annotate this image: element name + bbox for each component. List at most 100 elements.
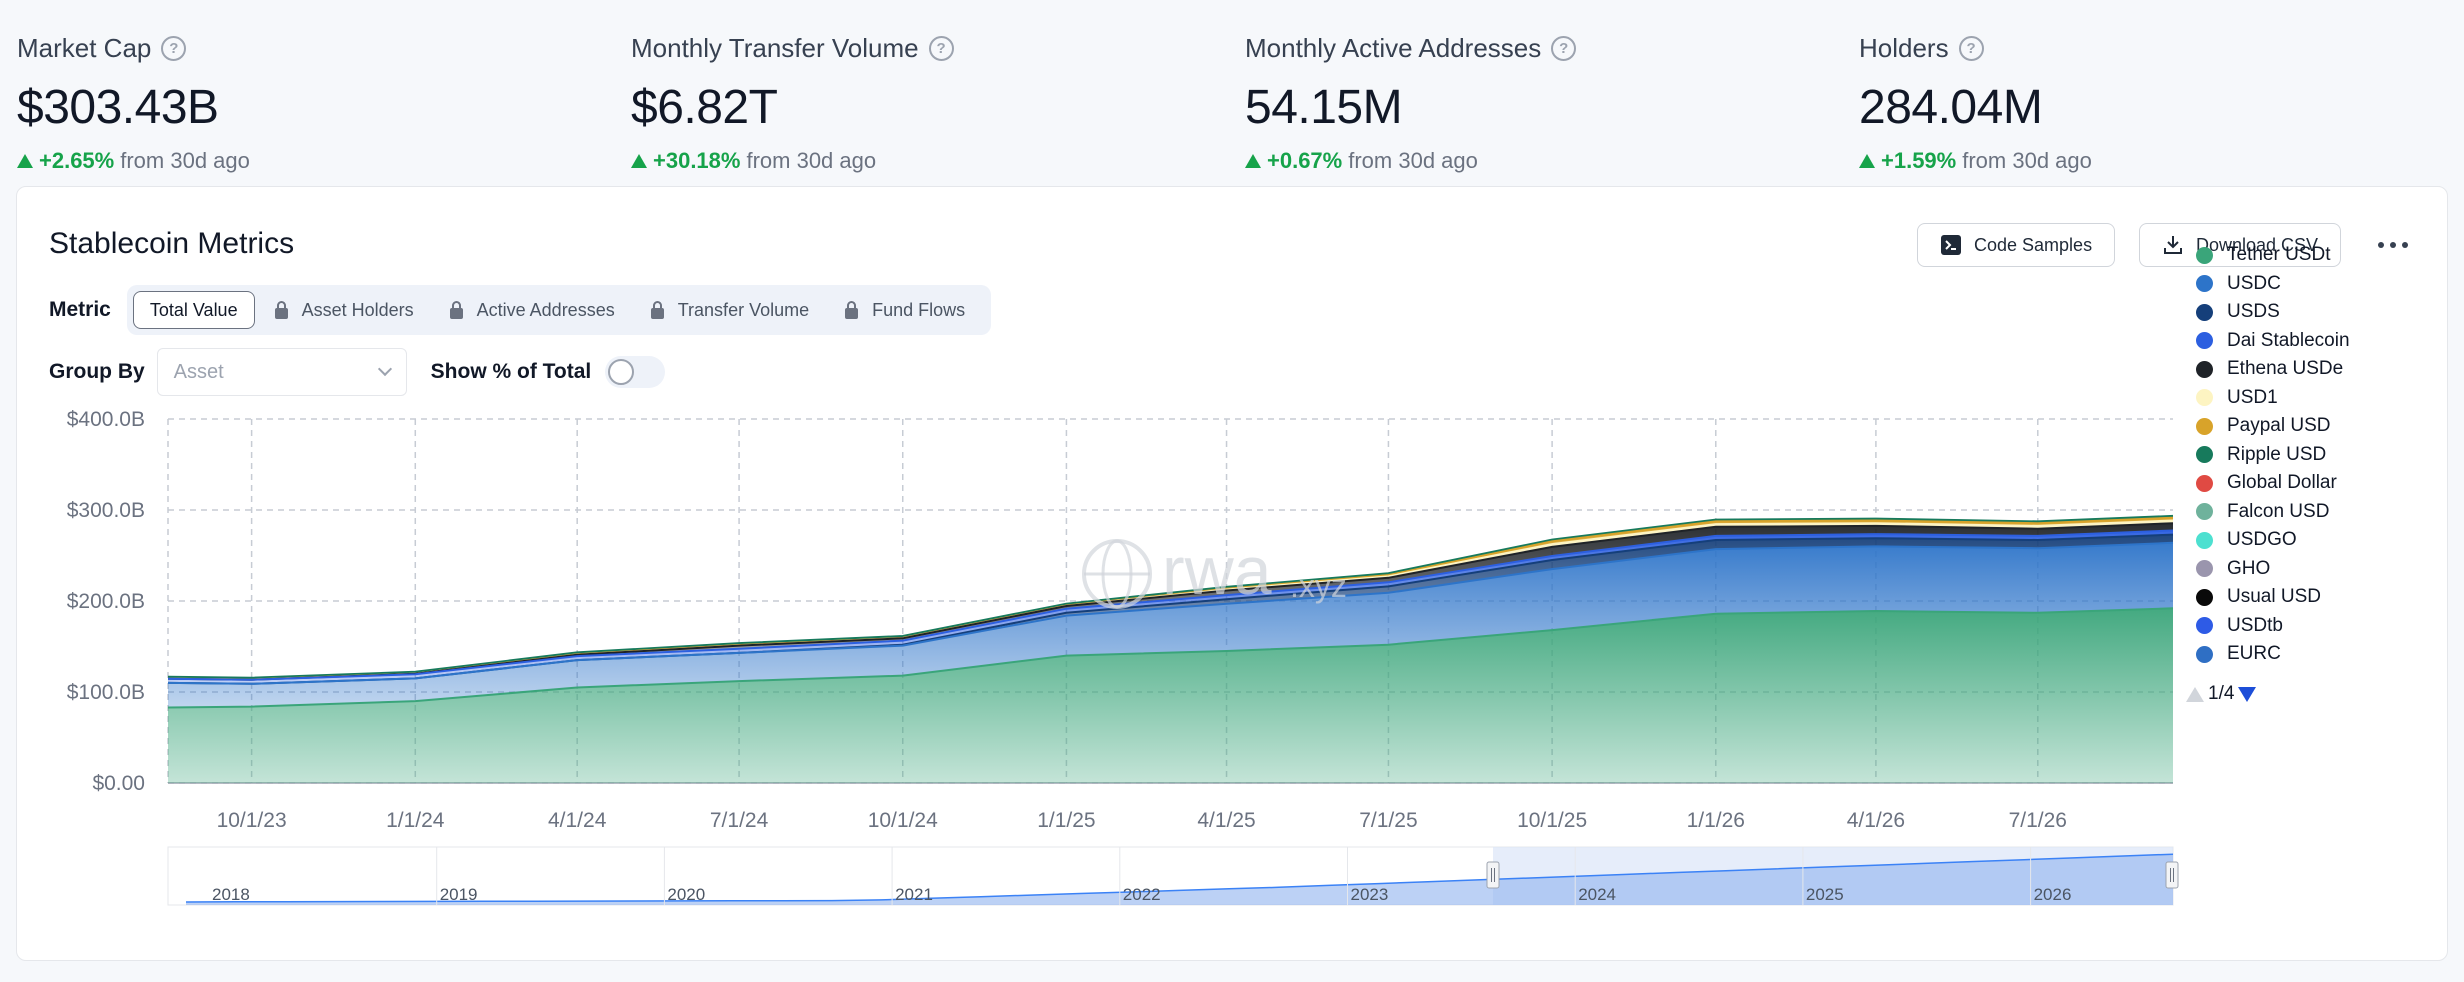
navigator-tick-label: 2022 <box>1123 885 1161 904</box>
stat-change-suffix: from 30d ago <box>1348 148 1478 173</box>
stat-value: $6.82T <box>631 81 778 134</box>
help-icon[interactable]: ? <box>928 35 954 61</box>
navigator-line <box>185 853 2174 903</box>
card-title: Stablecoin Metrics <box>49 227 295 260</box>
code-samples-label: Code Samples <box>1974 234 2093 255</box>
tab-active-addresses[interactable]: Active Addresses <box>434 291 631 329</box>
tab-transfer-volume[interactable]: Transfer Volume <box>635 291 825 329</box>
legend-swatch <box>2196 617 2213 635</box>
legend-label: USDS <box>2227 301 2280 323</box>
legend-swatch <box>2196 560 2213 578</box>
y-tick-label: $100.0B <box>67 681 145 704</box>
group-by-label: Group By <box>49 360 145 383</box>
tab-asset-holders[interactable]: Asset Holders <box>259 291 430 329</box>
download-icon <box>2162 234 2184 256</box>
area-series <box>168 542 2173 708</box>
legend-swatch <box>2196 645 2213 663</box>
legend-label: USDtb <box>2227 614 2283 636</box>
legend-item[interactable]: Usual USD <box>2196 583 2396 612</box>
legend-label: Paypal USD <box>2227 415 2331 437</box>
code-samples-button[interactable]: Code Samples <box>1917 223 2116 267</box>
stat-value: 54.15M <box>1245 81 1403 134</box>
legend-item[interactable]: Dai Stablecoin <box>2196 327 2396 356</box>
metric-label: Metric <box>49 298 111 321</box>
legend-item[interactable]: USDC <box>2196 270 2396 299</box>
watermark-suffix: .xyz <box>1290 568 1347 604</box>
legend-item[interactable]: Falcon USD <box>2196 498 2396 527</box>
stat-change-pct: +0.67% <box>1267 148 1343 173</box>
legend-item[interactable]: USD1 <box>2196 384 2396 413</box>
group-by-select[interactable]: Asset <box>156 348 407 396</box>
tab-label: Fund Flows <box>872 299 966 320</box>
legend-label: USD1 <box>2227 386 2278 408</box>
chart-areas <box>167 514 2174 783</box>
help-icon[interactable]: ? <box>1958 35 1984 61</box>
legend-item[interactable]: EURC <box>2196 640 2396 669</box>
legend-label: Tether USDt <box>2227 244 2331 266</box>
stat-change-suffix: from 30d ago <box>120 148 250 173</box>
show-percent-toggle[interactable] <box>605 356 666 388</box>
legend-item[interactable]: Tether USDt <box>2196 241 2396 270</box>
legend-label: Ethena USDe <box>2227 358 2344 380</box>
legend-item[interactable]: USDGO <box>2196 526 2396 555</box>
tab-label: Active Addresses <box>476 299 615 320</box>
stat-change-suffix: from 30d ago <box>1962 148 2092 173</box>
x-tick-label: 7/1/25 <box>1359 809 1417 832</box>
tab-label: Asset Holders <box>301 299 414 320</box>
legend-swatch <box>2196 332 2213 350</box>
legend-item[interactable]: USDtb <box>2196 612 2396 641</box>
stat-label: Monthly Active Addresses <box>1245 32 1542 63</box>
legend-label: USDC <box>2227 272 2281 294</box>
x-axis: 10/1/23 1/1/24 4/1/24 7/1/24 10/1/24 1/1/25 4/… <box>217 809 2067 832</box>
tab-label: Total Value <box>149 299 238 320</box>
legend-label: Global Dollar <box>2227 472 2337 494</box>
metric-tabs: Total Value Asset Holders Active Address… <box>126 285 992 335</box>
x-tick-label: 7/1/24 <box>710 809 769 832</box>
legend-prev-icon[interactable] <box>2186 686 2204 702</box>
navigator-tick-label: 2021 <box>895 885 933 904</box>
stat-holders: Holders? 284.04M +1.59% from 30d ago <box>1859 30 2092 174</box>
x-tick-label: 10/1/25 <box>1517 809 1587 832</box>
x-tick-label: 1/1/24 <box>386 809 445 832</box>
tab-fund-flows[interactable]: Fund Flows <box>829 291 981 329</box>
download-csv-button[interactable]: Download CSV <box>2139 223 2342 267</box>
area-series-line <box>167 607 2174 709</box>
stat-label: Monthly Transfer Volume <box>631 32 919 63</box>
navigator-tick-label: 2023 <box>1351 885 1389 904</box>
stat-change-pct: +30.18% <box>653 148 741 173</box>
legend-swatch <box>2196 417 2213 435</box>
stat-value: $303.43B <box>17 81 219 134</box>
metric-row: Metric Total Value Asset Holders Active … <box>49 285 992 335</box>
area-series-line <box>167 541 2174 685</box>
legend-item[interactable]: GHO <box>2196 555 2396 584</box>
terminal-icon <box>1940 234 1962 256</box>
navigator-tick-label: 2025 <box>1806 885 1844 904</box>
up-arrow-icon <box>17 154 33 168</box>
legend-item[interactable]: Ethena USDe <box>2196 355 2396 384</box>
legend-item[interactable]: Global Dollar <box>2196 469 2396 498</box>
y-axis: $0.00 $100.0B $200.0B $300.0B $400.0B <box>67 408 145 795</box>
navigator-handle[interactable] <box>2165 861 2179 889</box>
lock-icon <box>274 300 288 319</box>
range-navigator[interactable]: 2018 2019 2020 2021 2022 2023 2024 2025 2026 <box>167 846 2179 906</box>
legend-next-icon[interactable] <box>2238 686 2257 702</box>
chart-legend: Tether USDt USDC USDS Dai Stablecoin Ethena … <box>2196 241 2396 691</box>
help-icon[interactable]: ? <box>1551 35 1577 61</box>
legend-item[interactable]: Ripple USD <box>2196 441 2396 470</box>
help-icon[interactable]: ? <box>161 35 187 61</box>
x-tick-label: 4/1/25 <box>1197 809 1255 832</box>
legend-item[interactable]: Paypal USD <box>2196 412 2396 441</box>
stat-label: Market Cap <box>17 32 152 63</box>
tab-total-value[interactable]: Total Value <box>132 291 255 329</box>
more-options-icon[interactable] <box>2375 229 2411 261</box>
legend-label: Falcon USD <box>2227 500 2330 522</box>
watermark: rwa .xyz <box>1082 533 1347 609</box>
area-series-line <box>167 529 2174 681</box>
x-tick-label: 10/1/23 <box>217 809 287 832</box>
navigator-tick-label: 2020 <box>667 885 705 904</box>
legend-swatch <box>2196 389 2213 407</box>
navigator-handle[interactable] <box>1486 861 1500 889</box>
legend-label: EURC <box>2227 643 2281 665</box>
legend-item[interactable]: USDS <box>2196 298 2396 327</box>
